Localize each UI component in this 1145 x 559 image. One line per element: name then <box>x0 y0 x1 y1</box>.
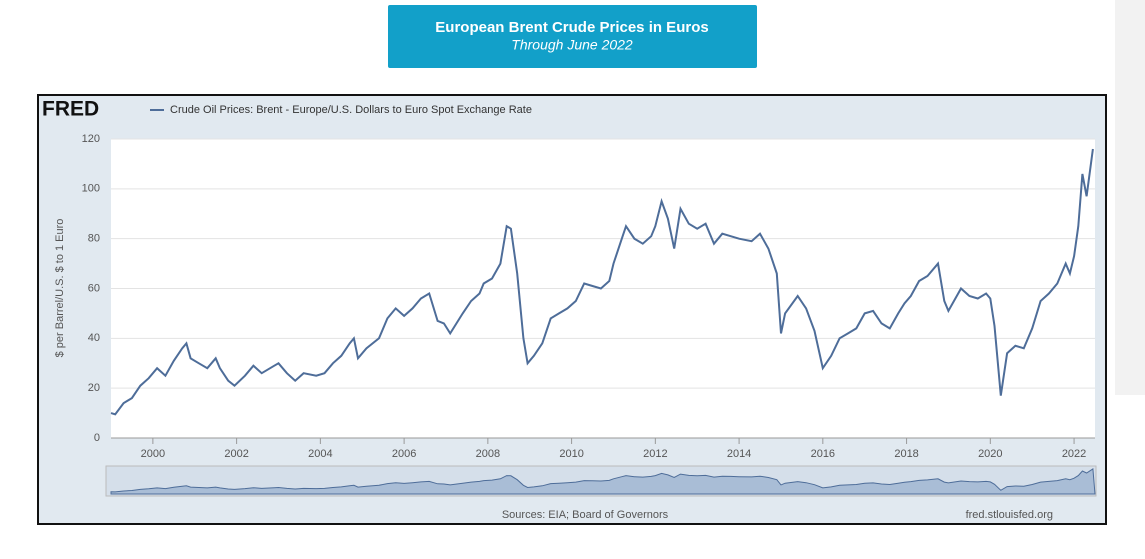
y-tick-label: 60 <box>88 282 100 294</box>
x-tick-label: 2018 <box>894 448 918 460</box>
x-tick-label: 2008 <box>476 448 500 460</box>
title-box <box>388 5 757 68</box>
y-tick-label: 0 <box>94 432 100 444</box>
y-tick-label: 120 <box>82 133 100 145</box>
side-panel <box>1115 0 1145 395</box>
x-tick-label: 2014 <box>727 448 751 460</box>
x-tick-label: 2006 <box>392 448 416 460</box>
x-tick-label: 2016 <box>811 448 835 460</box>
x-tick-label: 2004 <box>308 448 332 460</box>
x-tick-label: 2020 <box>978 448 1002 460</box>
site: fred.stlouisfed.org <box>966 509 1053 521</box>
y-tick-label: 20 <box>88 382 100 394</box>
x-tick-label: 2002 <box>224 448 248 460</box>
y-tick-label: 100 <box>82 183 100 195</box>
brand-logo: FRED <box>42 98 99 121</box>
x-tick-label: 2022 <box>1062 448 1086 460</box>
x-tick-label: 2010 <box>559 448 583 460</box>
y-tick-label: 80 <box>88 233 100 245</box>
chart-subtitle: Through June 2022 <box>511 37 633 53</box>
chart-title: European Brent Crude Prices in Euros <box>435 19 708 36</box>
x-tick-label: 2000 <box>141 448 165 460</box>
y-axis-label: $ per Barrel/U.S. $ to 1 Euro <box>54 219 66 358</box>
legend-entry: Crude Oil Prices: Brent - Europe/U.S. Do… <box>170 104 532 116</box>
source: Sources: EIA; Board of Governors <box>502 509 669 521</box>
y-tick-label: 40 <box>88 332 100 344</box>
series-line <box>110 148 1094 416</box>
x-tick-label: 2012 <box>643 448 667 460</box>
navigator-line <box>110 468 1096 495</box>
